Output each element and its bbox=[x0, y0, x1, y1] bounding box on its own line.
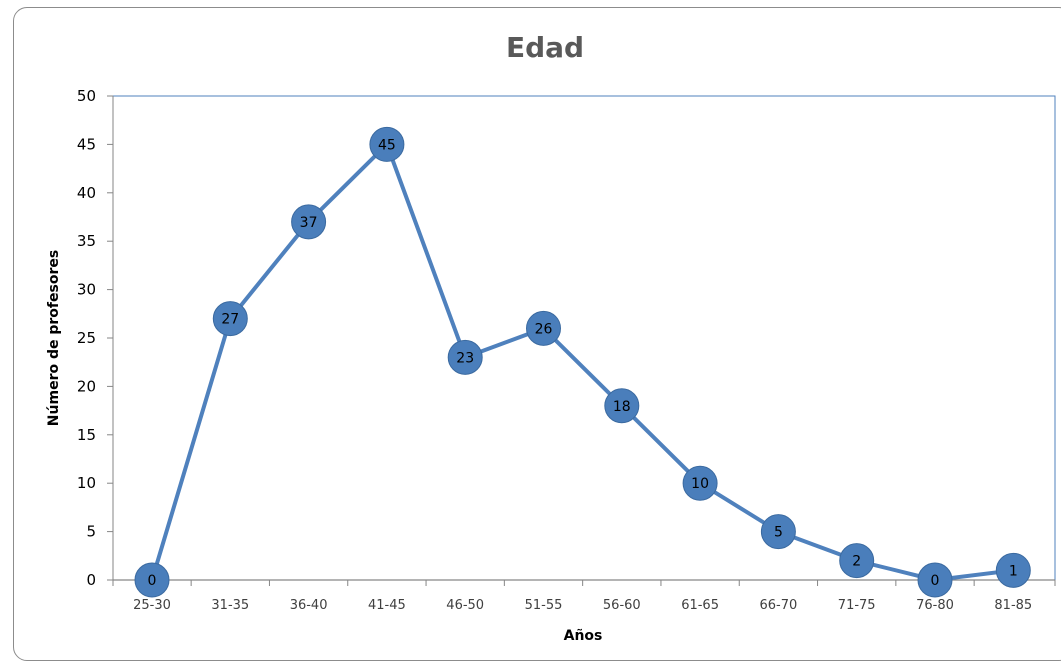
data-label: 0 bbox=[931, 573, 940, 589]
x-tick-label: 46-50 bbox=[446, 598, 484, 613]
y-tick-label: 40 bbox=[77, 184, 96, 202]
data-point bbox=[526, 310, 561, 346]
y-tick-label: 10 bbox=[77, 474, 96, 492]
chart-title: Edad bbox=[506, 31, 584, 64]
data-point bbox=[447, 339, 483, 375]
plot-area bbox=[112, 95, 1056, 581]
data-label: 23 bbox=[456, 350, 474, 366]
x-tick-label: 31-35 bbox=[211, 598, 249, 613]
y-tick-label: 20 bbox=[77, 377, 96, 395]
x-axis-ticks: 25-30 31-35 36-40 41-45 46-50 51-55 56-60 61-65… bbox=[112, 580, 1056, 613]
data-label: 27 bbox=[221, 312, 239, 328]
y-tick-label: 30 bbox=[77, 281, 96, 299]
data-point bbox=[760, 514, 796, 550]
x-axis-title: Años bbox=[564, 628, 603, 644]
data-point bbox=[682, 465, 718, 501]
x-tick-label: 25-30 bbox=[133, 598, 171, 613]
series-line bbox=[150, 142, 1014, 582]
y-axis: 0 5 10 15 20 25 30 35 40 45 50 bbox=[77, 87, 114, 589]
y-tick-label: 35 bbox=[77, 232, 96, 250]
x-tick-label: 36-40 bbox=[290, 598, 328, 613]
data-point bbox=[917, 562, 953, 598]
y-axis-title: Número de profesores bbox=[46, 250, 62, 426]
y-tick-label: 5 bbox=[86, 523, 96, 541]
data-point bbox=[369, 126, 405, 162]
data-label: 0 bbox=[148, 573, 157, 589]
data-label: 1 bbox=[1009, 563, 1018, 579]
x-tick-label: 56-60 bbox=[603, 598, 641, 613]
x-tick-label: 76-80 bbox=[916, 598, 954, 613]
data-point bbox=[839, 543, 875, 579]
data-point bbox=[291, 204, 327, 240]
data-label: 2 bbox=[852, 554, 861, 570]
data-label: 10 bbox=[691, 476, 709, 492]
data-point bbox=[604, 388, 640, 424]
y-tick-label: 45 bbox=[77, 135, 96, 153]
y-tick-label: 15 bbox=[77, 426, 96, 444]
x-tick-label: 41-45 bbox=[368, 598, 406, 613]
y-tick-label: 50 bbox=[77, 87, 96, 105]
data-label: 45 bbox=[378, 137, 396, 153]
x-tick-label: 66-70 bbox=[760, 598, 798, 613]
x-tick-label: 71-75 bbox=[838, 598, 876, 613]
data-label: 37 bbox=[300, 215, 318, 231]
data-point bbox=[995, 552, 1031, 588]
data-points: 0 27 37 45 23 26 18 10 5 2 0 1 bbox=[134, 126, 1031, 598]
x-tick-label: 61-65 bbox=[681, 598, 719, 613]
y-tick-label: 0 bbox=[86, 571, 96, 589]
y-tick-label: 25 bbox=[77, 329, 96, 347]
data-point bbox=[134, 562, 170, 598]
data-label: 18 bbox=[613, 399, 631, 415]
data-label: 5 bbox=[774, 525, 783, 541]
data-point bbox=[212, 301, 248, 337]
x-tick-label: 51-55 bbox=[525, 598, 563, 613]
x-tick-label: 81-85 bbox=[994, 598, 1032, 613]
data-label: 26 bbox=[535, 321, 553, 337]
